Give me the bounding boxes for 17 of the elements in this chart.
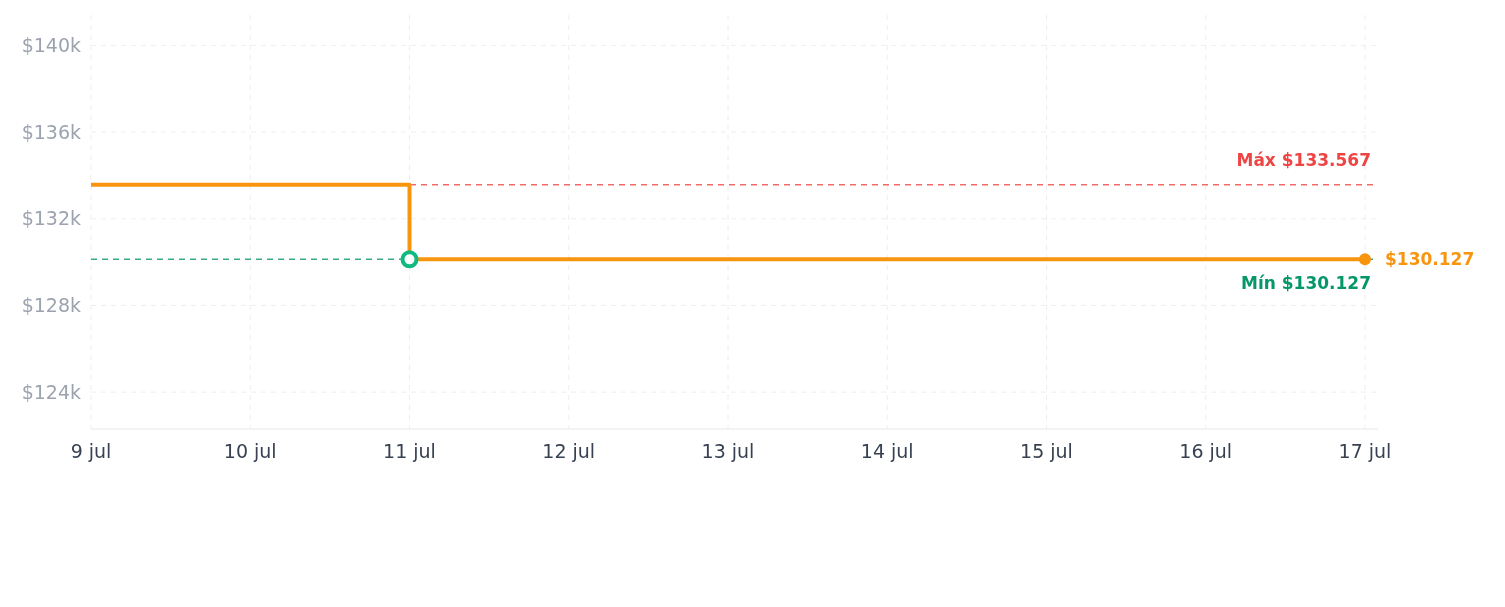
y-tick-label: $136k [21, 120, 81, 143]
x-tick-label: 14 jul [860, 440, 914, 462]
x-tick-label: 10 jul [223, 440, 277, 462]
ref-line-label: Mín $130.127 [1240, 273, 1371, 294]
x-tick-label: 13 jul [701, 440, 755, 462]
x-tick-label: 16 jul [1179, 440, 1233, 462]
x-tick-label: 9 jul [70, 440, 112, 462]
x-tick-label: 17 jul [1338, 440, 1392, 462]
y-tick-label: $124k [21, 380, 81, 403]
data-label: $130.127 [1385, 249, 1475, 270]
x-tick-label: 15 jul [1020, 440, 1073, 462]
y-tick-label: $128k [21, 294, 81, 317]
x-tick-label: 11 jul [383, 440, 436, 462]
y-tick-label: $132k [21, 207, 81, 230]
ref-line-label: Máx $133.567 [1236, 149, 1371, 170]
y-tick-label: $140k [21, 34, 81, 56]
x-tick-label: 12 jul [542, 440, 596, 462]
